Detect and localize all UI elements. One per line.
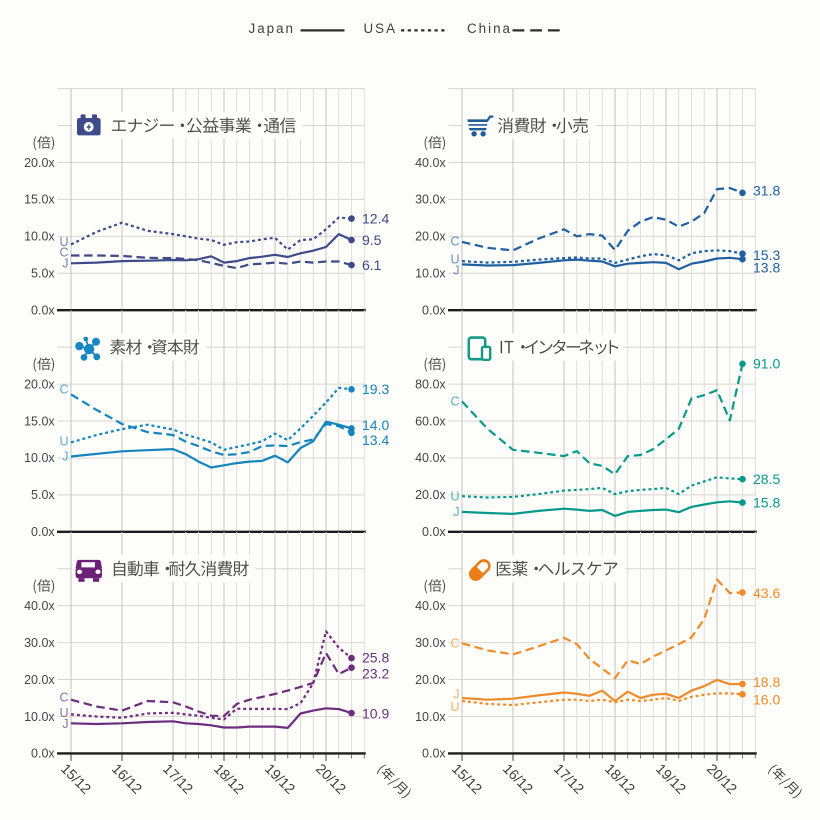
- svg-text:40.0x: 40.0x: [24, 599, 55, 613]
- svg-text:20.0x: 20.0x: [24, 156, 55, 170]
- svg-text:40.0x: 40.0x: [415, 156, 446, 170]
- svg-text:5.0x: 5.0x: [31, 488, 55, 502]
- svg-text:15.3: 15.3: [753, 247, 780, 263]
- svg-text:6.1: 6.1: [362, 257, 382, 273]
- svg-text:25.8: 25.8: [362, 649, 389, 665]
- svg-text:U: U: [59, 235, 68, 249]
- svg-text:30.0x: 30.0x: [24, 636, 55, 650]
- svg-text:China: China: [467, 21, 512, 36]
- svg-text:20.0x: 20.0x: [415, 673, 446, 687]
- svg-text:18.8: 18.8: [753, 674, 780, 690]
- svg-text:0.0x: 0.0x: [31, 304, 55, 318]
- svg-text:10.0x: 10.0x: [24, 230, 55, 244]
- svg-text:20.0x: 20.0x: [415, 230, 446, 244]
- svg-text:23.2: 23.2: [362, 665, 389, 681]
- svg-text:15.8: 15.8: [753, 494, 780, 510]
- svg-text:80.0x: 80.0x: [415, 377, 446, 391]
- svg-text:J: J: [453, 505, 459, 519]
- svg-text:J: J: [453, 264, 459, 278]
- svg-text:J: J: [62, 717, 68, 731]
- svg-text:18/12: 18/12: [601, 761, 637, 797]
- svg-text:C: C: [59, 691, 68, 705]
- svg-text:10.0x: 10.0x: [24, 710, 55, 724]
- svg-text:20/12: 20/12: [703, 761, 739, 797]
- svg-text:0.0x: 0.0x: [31, 747, 55, 761]
- svg-text:13.4: 13.4: [362, 432, 389, 448]
- svg-text:20.0x: 20.0x: [24, 673, 55, 687]
- svg-text:U: U: [450, 253, 459, 267]
- svg-text:12.4: 12.4: [362, 210, 389, 226]
- svg-text:19/12: 19/12: [652, 761, 688, 797]
- svg-text:17/12: 17/12: [550, 761, 586, 797]
- svg-text:U: U: [59, 435, 68, 449]
- svg-text:0.0x: 0.0x: [422, 525, 446, 539]
- svg-text:30.0x: 30.0x: [415, 193, 446, 207]
- svg-text:91.0: 91.0: [753, 356, 780, 372]
- svg-text:9.5: 9.5: [362, 232, 382, 248]
- svg-text:U: U: [450, 489, 459, 503]
- svg-text:5.0x: 5.0x: [31, 267, 55, 281]
- svg-text:43.6: 43.6: [753, 585, 780, 601]
- svg-text:10.9: 10.9: [362, 706, 389, 722]
- svg-text:C: C: [450, 395, 459, 409]
- svg-text:C: C: [450, 637, 459, 651]
- svg-text:U: U: [450, 700, 459, 714]
- svg-text:20.0x: 20.0x: [415, 488, 446, 502]
- svg-text:15.0x: 15.0x: [24, 414, 55, 428]
- svg-text:18/12: 18/12: [210, 761, 246, 797]
- svg-text:19.3: 19.3: [362, 381, 389, 397]
- svg-text:C: C: [59, 246, 68, 260]
- svg-text:U: U: [59, 706, 68, 720]
- svg-text:20/12: 20/12: [312, 761, 348, 797]
- svg-text:Japan: Japan: [249, 21, 295, 36]
- svg-text:14.0: 14.0: [362, 417, 389, 433]
- svg-text:10.0x: 10.0x: [415, 710, 446, 724]
- svg-text:USA: USA: [364, 21, 398, 36]
- svg-text:15.0x: 15.0x: [24, 193, 55, 207]
- svg-text:J: J: [453, 688, 459, 702]
- svg-text:0.0x: 0.0x: [422, 304, 446, 318]
- svg-text:40.0x: 40.0x: [415, 451, 446, 465]
- svg-text:C: C: [59, 383, 68, 397]
- svg-text:13.8: 13.8: [753, 260, 780, 276]
- svg-text:17/12: 17/12: [159, 761, 195, 797]
- svg-text:16/12: 16/12: [108, 761, 144, 797]
- svg-text:15/12: 15/12: [448, 761, 484, 797]
- svg-text:15/12: 15/12: [57, 761, 93, 797]
- svg-text:J: J: [62, 450, 68, 464]
- svg-text:C: C: [450, 235, 459, 249]
- svg-text:0.0x: 0.0x: [31, 525, 55, 539]
- svg-text:30.0x: 30.0x: [415, 636, 446, 650]
- svg-text:60.0x: 60.0x: [415, 414, 446, 428]
- svg-text:40.0x: 40.0x: [415, 599, 446, 613]
- svg-text:16/12: 16/12: [499, 761, 535, 797]
- svg-text:19/12: 19/12: [261, 761, 297, 797]
- svg-text:10.0x: 10.0x: [415, 267, 446, 281]
- svg-text:31.8: 31.8: [753, 183, 780, 199]
- svg-text:16.0: 16.0: [753, 692, 780, 708]
- svg-text:10.0x: 10.0x: [24, 451, 55, 465]
- svg-text:0.0x: 0.0x: [422, 747, 446, 761]
- svg-text:28.5: 28.5: [753, 471, 780, 487]
- svg-text:20.0x: 20.0x: [24, 377, 55, 391]
- svg-text:J: J: [62, 257, 68, 271]
